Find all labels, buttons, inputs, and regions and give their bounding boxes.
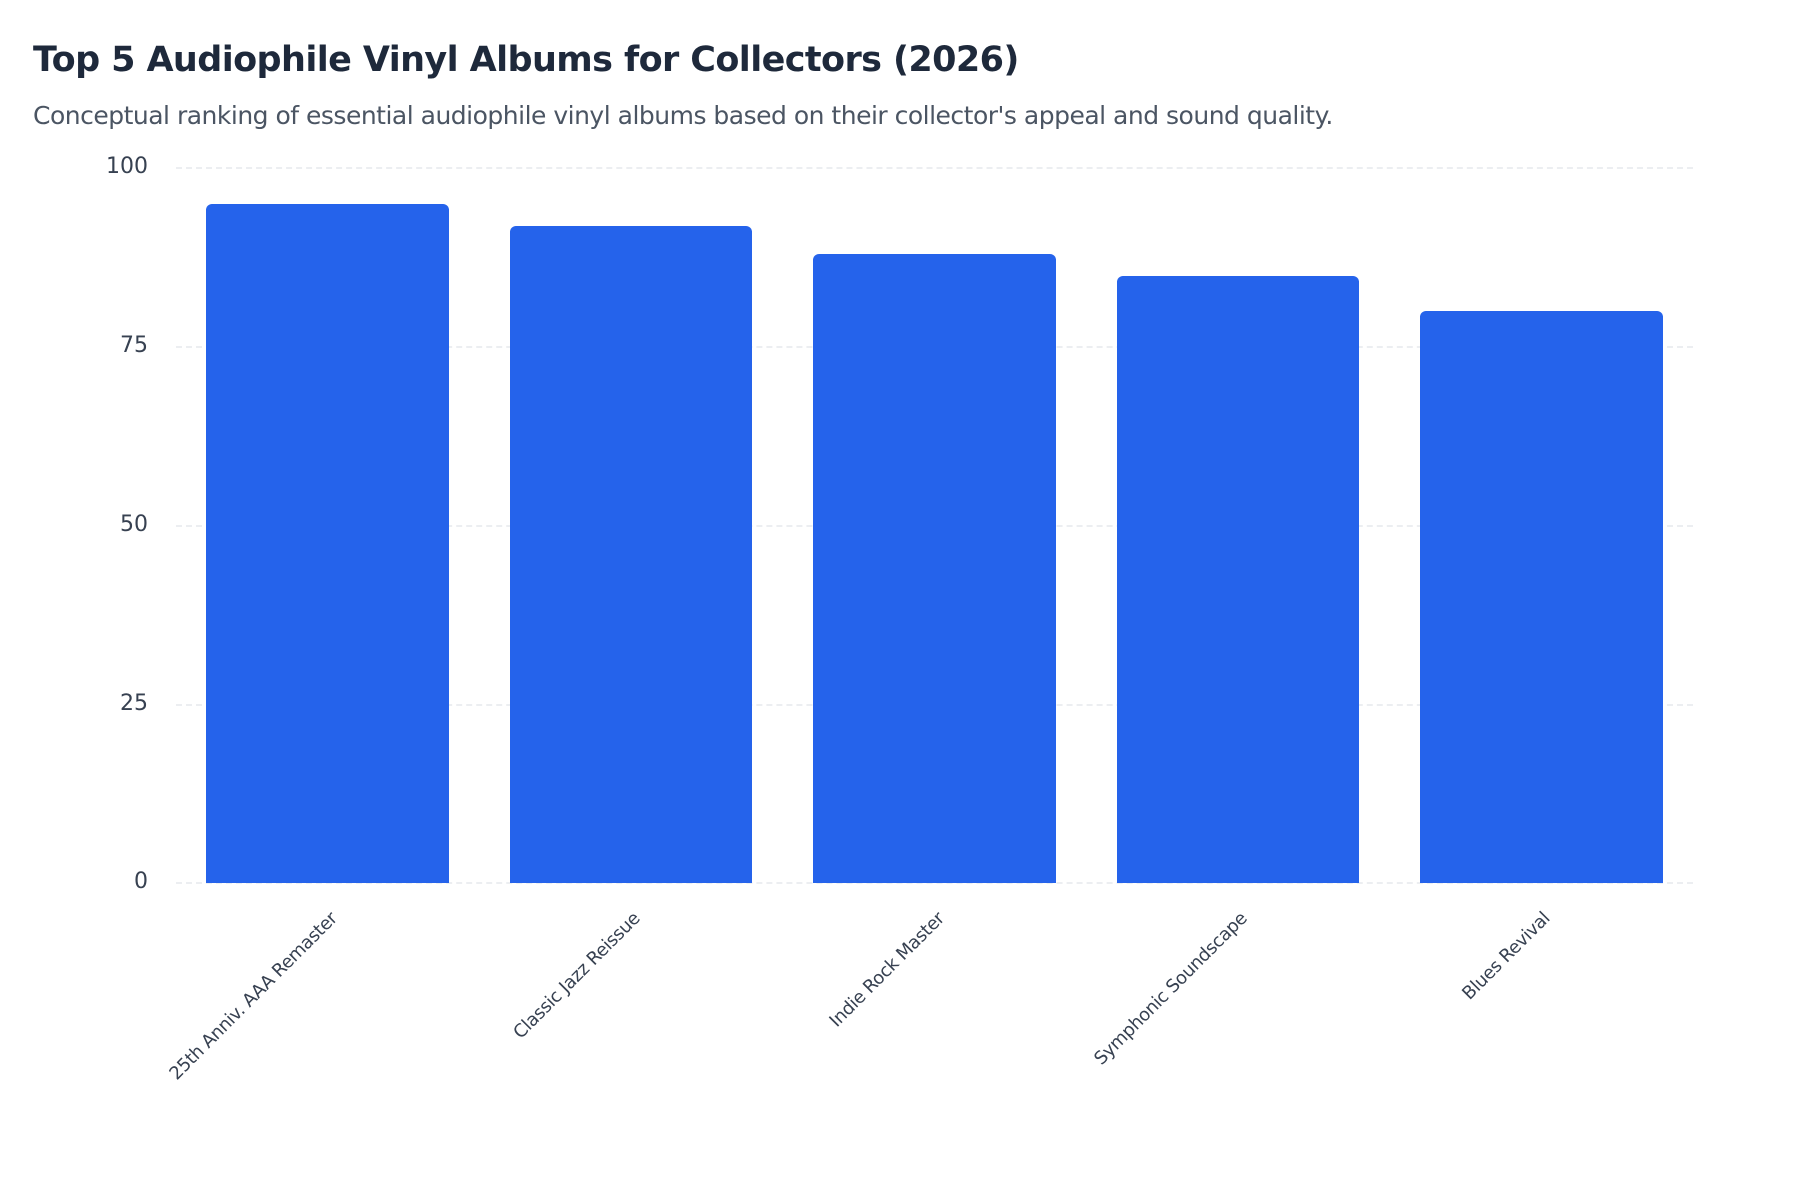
y-axis-tick-label: 0 [134, 869, 148, 895]
gridline [176, 882, 1693, 885]
gridline [176, 167, 1693, 170]
x-axis-tick-label: 25th Anniv. AAA Remaster [165, 908, 342, 1085]
y-axis-tick-label: 50 [120, 511, 148, 537]
y-axis-tick-label: 75 [120, 333, 148, 359]
bar[interactable] [1419, 311, 1663, 884]
bar[interactable] [1116, 275, 1360, 884]
chart-title: Top 5 Audiophile Vinyl Albums for Collec… [33, 40, 1019, 80]
x-axis-tick-label: Symphonic Soundscape [1090, 908, 1252, 1070]
x-axis-tick-label: Blues Revival [1458, 908, 1555, 1005]
x-axis-tick-label: Classic Jazz Reissue [509, 908, 645, 1044]
bar[interactable] [813, 254, 1056, 884]
y-axis-tick-label: 100 [106, 154, 148, 180]
bar[interactable] [509, 225, 753, 884]
y-axis-tick-label: 25 [120, 690, 148, 716]
bar[interactable] [206, 204, 450, 884]
x-axis-tick-label: Indie Rock Master [824, 908, 949, 1032]
chart-subtitle: Conceptual ranking of essential audiophi… [33, 101, 1333, 130]
